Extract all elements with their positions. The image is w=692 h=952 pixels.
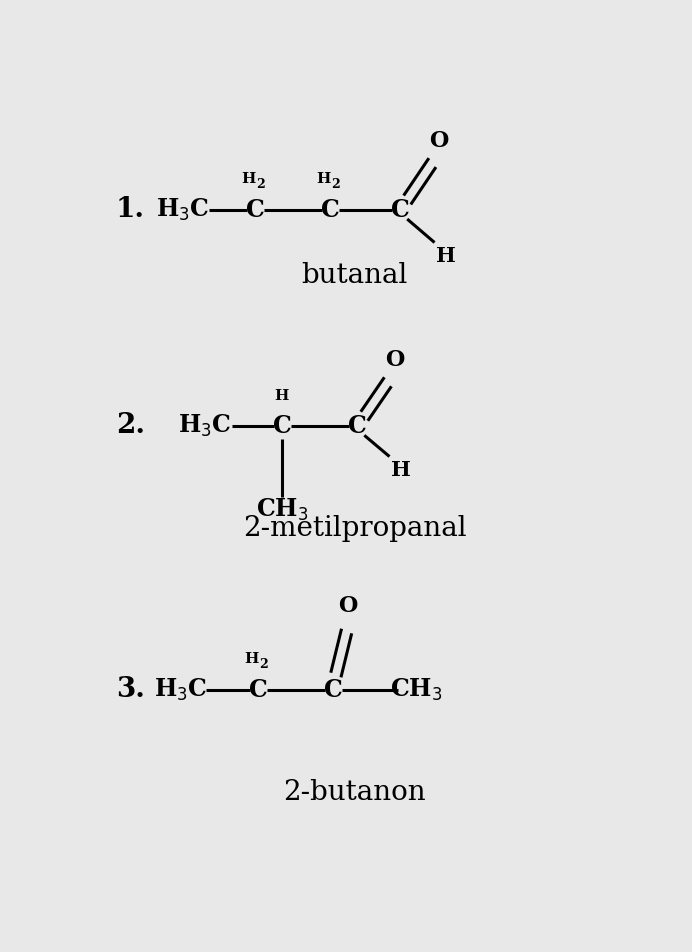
- Text: 2: 2: [331, 178, 340, 191]
- Text: H$_3$C: H$_3$C: [154, 677, 207, 703]
- Text: C: C: [391, 197, 410, 222]
- Text: 1.: 1.: [116, 196, 145, 223]
- Text: 2.: 2.: [116, 412, 145, 439]
- Text: C: C: [324, 678, 343, 702]
- Text: O: O: [338, 595, 358, 617]
- Text: 2-butanon: 2-butanon: [283, 779, 426, 805]
- Text: O: O: [385, 348, 404, 371]
- Text: H: H: [436, 246, 456, 266]
- Text: C: C: [321, 197, 340, 222]
- Text: H: H: [391, 460, 411, 480]
- Text: H$_3$C: H$_3$C: [156, 196, 210, 223]
- Text: H: H: [242, 171, 255, 186]
- Text: C: C: [273, 414, 291, 438]
- Text: 2: 2: [259, 658, 268, 671]
- Text: C: C: [248, 678, 268, 702]
- Text: H: H: [244, 652, 258, 665]
- Text: CH$_3$: CH$_3$: [256, 497, 309, 524]
- Text: 2-metilpropanal: 2-metilpropanal: [243, 515, 466, 542]
- Text: 2: 2: [257, 178, 265, 191]
- Text: C: C: [246, 197, 265, 222]
- Text: CH$_3$: CH$_3$: [390, 677, 443, 703]
- Text: 3.: 3.: [116, 676, 145, 704]
- Text: O: O: [429, 129, 448, 151]
- Text: H$_3$C: H$_3$C: [178, 412, 231, 439]
- Text: H: H: [316, 171, 331, 186]
- Text: butanal: butanal: [302, 262, 408, 289]
- Text: C: C: [348, 414, 367, 438]
- Text: H: H: [274, 389, 289, 404]
